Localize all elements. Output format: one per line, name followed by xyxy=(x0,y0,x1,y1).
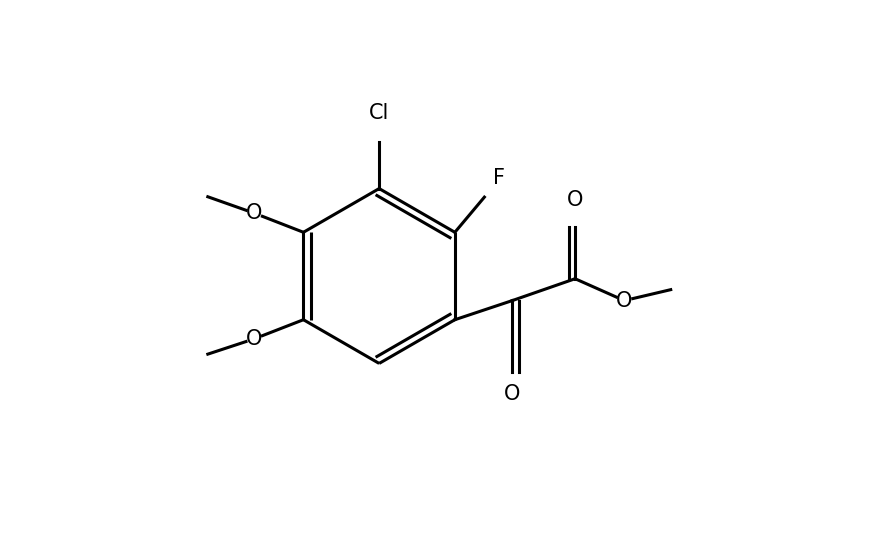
Text: Cl: Cl xyxy=(369,103,389,123)
Text: O: O xyxy=(567,190,583,210)
Text: F: F xyxy=(492,168,505,188)
Text: O: O xyxy=(616,290,632,311)
Text: O: O xyxy=(246,329,263,349)
Text: O: O xyxy=(246,203,263,223)
Text: O: O xyxy=(504,384,521,404)
